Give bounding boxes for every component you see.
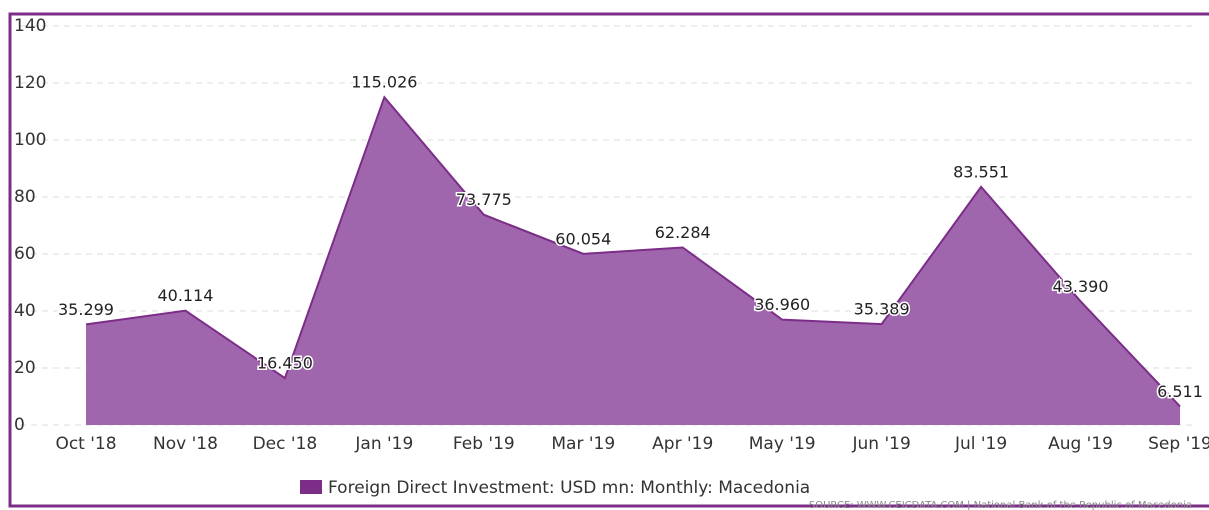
data-label: 43.390: [1053, 277, 1109, 296]
x-tick-label: Feb '19: [453, 434, 515, 454]
data-label: 40.114: [157, 286, 213, 305]
area: [86, 97, 1180, 425]
x-tick-label: May '19: [749, 434, 816, 454]
data-label: 35.389: [854, 300, 910, 319]
x-tick-label: Mar '19: [551, 434, 615, 454]
data-label: 6.511: [1157, 382, 1203, 401]
x-tick-label: Nov '18: [153, 434, 218, 454]
x-tick-label: Aug '19: [1048, 434, 1113, 454]
y-tick-label: 140: [14, 16, 46, 36]
line: [85, 95, 1181, 408]
x-tick-label: Dec '18: [253, 434, 318, 454]
legend-swatch: [300, 480, 322, 494]
y-tick-label: 0: [14, 415, 25, 435]
x-tick-label: Oct '18: [55, 434, 116, 454]
x-tick-label: Jan '19: [354, 434, 413, 454]
legend-label: Foreign Direct Investment: USD mn: Month…: [328, 478, 810, 498]
x-tick-label: Apr '19: [652, 434, 713, 454]
frame: [8, 12, 1209, 508]
data-label: 115.026: [351, 73, 417, 92]
y-tick-label: 40: [14, 301, 36, 321]
y-tick-label: 80: [14, 187, 36, 207]
x-tick-label: Jul '19: [954, 434, 1007, 454]
data-label: 73.775: [456, 190, 512, 209]
y-tick-label: 100: [14, 130, 46, 150]
y-tick-label: 120: [14, 73, 46, 93]
y-tick-label: 60: [14, 244, 36, 264]
data-label: 83.551: [953, 162, 1009, 181]
data-label: 36.960: [754, 295, 810, 314]
x-tick-label: Jun '19: [851, 434, 910, 454]
data-label: 16.450: [257, 354, 313, 373]
data-label: 62.284: [655, 223, 711, 242]
source: SOURCE: WWW.CEICDATA.COM | National Bank…: [809, 500, 1192, 510]
data-label: 60.054: [555, 229, 611, 248]
x-tick-label: Sep '19: [1148, 434, 1209, 454]
data-label: 35.299: [58, 300, 114, 319]
y-tick-label: 20: [14, 358, 36, 378]
